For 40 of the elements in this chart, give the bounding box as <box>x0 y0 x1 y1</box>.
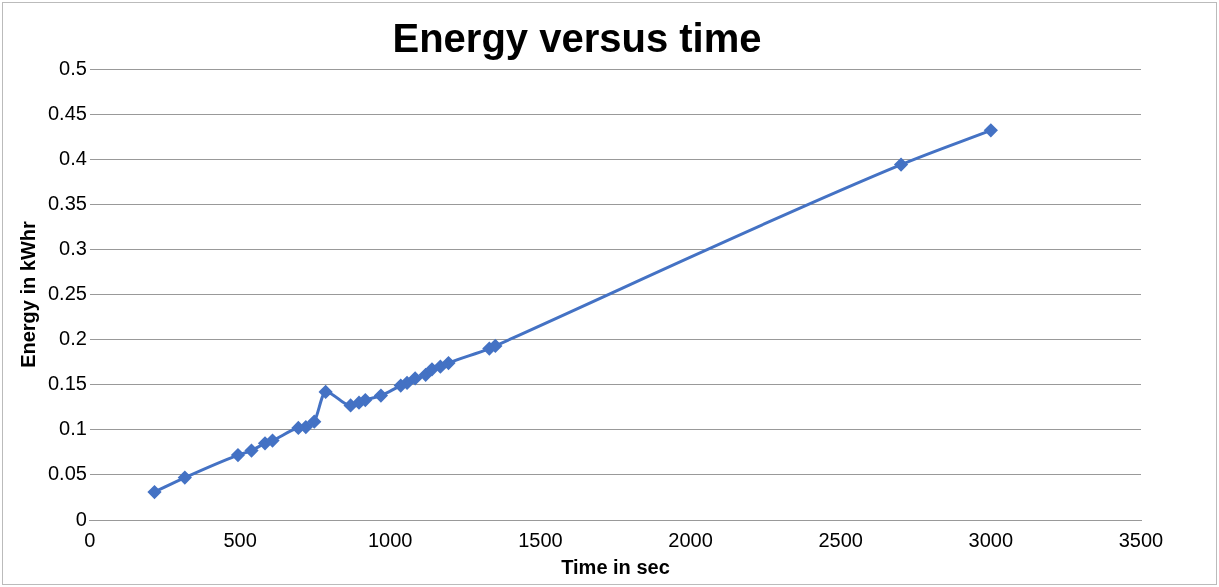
y-tick-label: 0.45 <box>47 101 87 124</box>
point <box>299 420 313 434</box>
x-tick-label: 500 <box>223 528 257 551</box>
point <box>244 444 258 458</box>
point <box>425 362 439 376</box>
y-tick-label: 0.3 <box>59 236 87 259</box>
point <box>231 448 245 462</box>
x-tick-label: 3000 <box>968 528 1014 551</box>
y-tick-label: 0.2 <box>59 327 87 350</box>
y-tick-label: 0.5 <box>59 56 87 79</box>
point <box>178 471 192 485</box>
x-tick-label: 2000 <box>668 528 713 551</box>
y-tick-label: 0 <box>75 507 87 530</box>
point <box>441 356 455 370</box>
y-tick-label: 0.35 <box>47 191 87 214</box>
chart-title: Energy versus time <box>392 16 762 61</box>
y-tick-label: 0.4 <box>59 146 87 169</box>
point <box>266 434 280 448</box>
point <box>419 368 433 382</box>
y-tick-label: 0.25 <box>47 282 87 305</box>
point <box>358 393 372 407</box>
x-tick-label: 3500 <box>1118 528 1164 551</box>
point <box>400 376 414 390</box>
point <box>984 123 998 137</box>
point <box>894 158 908 172</box>
y-tick-label: 0.1 <box>59 417 87 440</box>
point <box>374 389 388 403</box>
point <box>408 371 422 385</box>
point <box>307 415 321 429</box>
point <box>147 485 161 499</box>
point <box>344 398 358 412</box>
x-axis-title: Time in sec <box>561 555 670 578</box>
y-tick-label: 0.15 <box>47 372 87 395</box>
x-tick-label: 1500 <box>518 528 563 551</box>
x-tick-label: 1000 <box>367 528 413 551</box>
point <box>319 385 333 399</box>
y-axis-title: Energy in kWhr <box>16 220 39 368</box>
y-tick-label: 0.05 <box>47 462 87 485</box>
x-tick-label: 2500 <box>818 528 863 551</box>
point <box>433 360 447 374</box>
